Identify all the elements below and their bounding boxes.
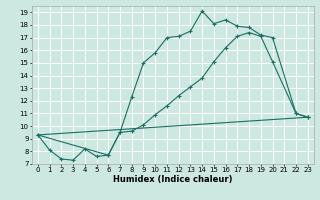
X-axis label: Humidex (Indice chaleur): Humidex (Indice chaleur) [113, 175, 233, 184]
